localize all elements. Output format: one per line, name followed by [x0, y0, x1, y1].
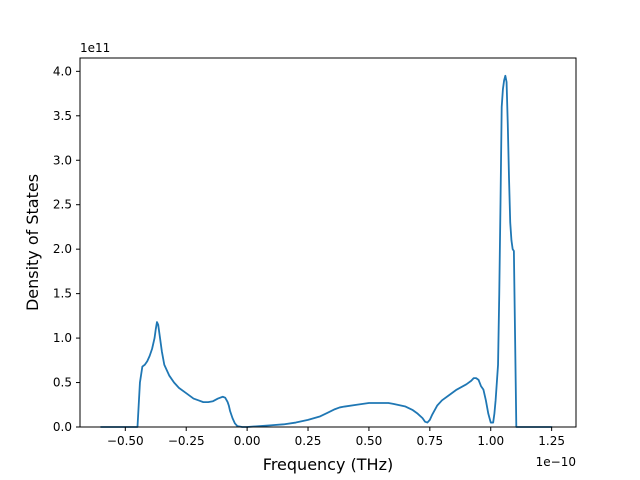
y-axis-offset-label: 1e11 [80, 41, 110, 55]
x-tick-label: 1.00 [477, 434, 504, 448]
y-tick-label: 0.0 [53, 420, 72, 434]
plot-area [80, 58, 576, 427]
x-tick-label: 0.25 [295, 434, 322, 448]
y-axis-label: Density of States [23, 174, 42, 311]
x-tick-label: 1.25 [538, 434, 565, 448]
data-layer [100, 74, 553, 428]
x-axis-label: Frequency (THz) [263, 455, 393, 474]
x-tick-label: 0.00 [234, 434, 261, 448]
series-line-0 [100, 74, 553, 428]
y-tick-label: 1.0 [53, 331, 72, 345]
x-tick-label: −0.50 [107, 434, 144, 448]
y-tick-label: 3.0 [53, 153, 72, 167]
y-tick-label: 1.5 [53, 287, 72, 301]
y-tick-label: 0.5 [53, 376, 72, 390]
x-tick-label: −0.25 [168, 434, 205, 448]
y-tick-label: 2.0 [53, 242, 72, 256]
y-tick-label: 2.5 [53, 198, 72, 212]
x-tick-label: 0.75 [416, 434, 443, 448]
y-axis-ticks: 0.0 0.5 1.0 1.5 2.0 2.5 3.0 3.5 4.0 [53, 64, 80, 434]
y-tick-label: 3.5 [53, 109, 72, 123]
x-tick-label: 0.50 [356, 434, 383, 448]
x-axis-offset-label: 1e−10 [536, 455, 576, 469]
plot-frame [79, 57, 577, 428]
x-axis-ticks: −0.50 −0.25 0.00 0.25 0.50 0.75 1.00 1.25 [107, 427, 565, 448]
y-tick-label: 4.0 [53, 64, 72, 78]
